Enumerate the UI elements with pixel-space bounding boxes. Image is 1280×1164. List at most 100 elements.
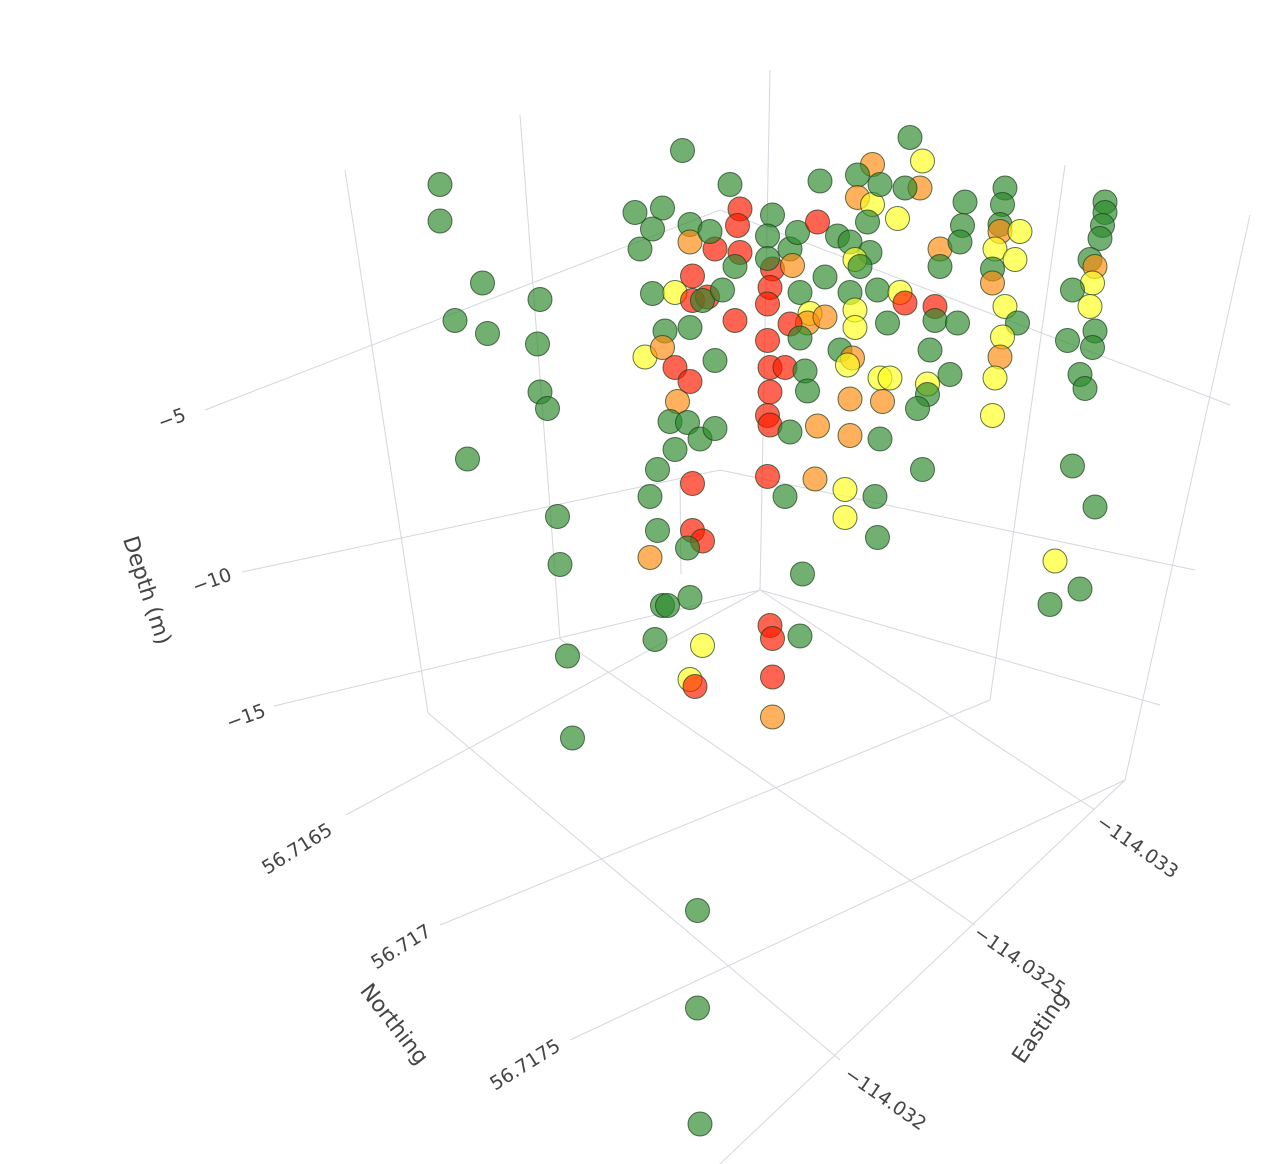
data-point[interactable] [910, 457, 935, 482]
data-point[interactable] [687, 1111, 713, 1137]
data-point[interactable] [680, 471, 705, 496]
data-point[interactable] [982, 365, 1008, 391]
data-point[interactable] [640, 281, 665, 306]
data-point[interactable] [455, 446, 480, 472]
data-point[interactable] [650, 335, 675, 360]
data-point[interactable] [802, 466, 828, 492]
data-point[interactable] [755, 328, 780, 353]
data-point[interactable] [865, 277, 890, 303]
data-point[interactable] [805, 413, 830, 439]
data-point[interactable] [637, 484, 663, 509]
data-point[interactable] [987, 344, 1013, 370]
data-point[interactable] [980, 403, 1005, 428]
data-point[interactable] [690, 288, 715, 313]
data-point[interactable] [1080, 335, 1105, 360]
data-point[interactable] [755, 223, 780, 249]
data-point[interactable] [470, 270, 495, 296]
data-point[interactable] [837, 423, 863, 448]
data-point[interactable] [690, 633, 715, 658]
data-point[interactable] [812, 304, 838, 330]
data-point[interactable] [1087, 226, 1113, 251]
data-point[interactable] [622, 200, 648, 225]
data-point[interactable] [952, 189, 978, 215]
data-point[interactable] [835, 352, 860, 378]
data-point[interactable] [892, 290, 918, 316]
data-point[interactable] [642, 627, 668, 652]
data-point[interactable] [1077, 294, 1103, 319]
data-point[interactable] [980, 270, 1005, 296]
data-point[interactable] [1007, 219, 1033, 244]
data-point[interactable] [427, 208, 453, 234]
data-point[interactable] [1037, 592, 1063, 617]
data-point[interactable] [945, 310, 970, 336]
data-point[interactable] [547, 552, 573, 577]
data-point[interactable] [845, 162, 870, 188]
data-point[interactable] [947, 229, 973, 255]
data-point[interactable] [645, 457, 670, 482]
data-point[interactable] [685, 898, 710, 923]
data-point[interactable] [560, 725, 585, 751]
data-point[interactable] [717, 172, 743, 197]
data-point[interactable] [722, 308, 748, 333]
data-point[interactable] [905, 396, 930, 421]
data-point[interactable] [807, 168, 833, 194]
data-point[interactable] [702, 348, 728, 373]
data-point[interactable] [927, 254, 953, 279]
data-point[interactable] [640, 216, 665, 242]
data-point[interactable] [442, 308, 468, 333]
data-point[interactable] [805, 209, 830, 235]
data-point[interactable] [875, 310, 900, 336]
data-point[interactable] [645, 518, 670, 543]
data-point[interactable] [832, 477, 858, 502]
data-point[interactable] [885, 206, 910, 231]
data-point[interactable] [910, 148, 935, 174]
data-point[interactable] [527, 287, 553, 312]
data-point[interactable] [780, 253, 805, 278]
data-point[interactable] [772, 484, 798, 509]
data-point[interactable] [1055, 328, 1080, 353]
data-point[interactable] [1060, 453, 1085, 479]
data-point[interactable] [812, 264, 838, 290]
data-point[interactable] [685, 995, 710, 1021]
data-point[interactable] [897, 125, 923, 150]
data-point[interactable] [682, 674, 708, 699]
data-point[interactable] [760, 664, 785, 690]
data-point[interactable] [865, 525, 890, 550]
data-point[interactable] [545, 504, 570, 529]
data-point[interactable] [837, 386, 863, 412]
data-point[interactable] [755, 246, 780, 271]
data-point[interactable] [627, 236, 653, 262]
data-point[interactable] [842, 315, 868, 340]
data-point[interactable] [795, 378, 820, 404]
data-point[interactable] [675, 535, 700, 561]
data-point[interactable] [787, 623, 813, 649]
data-point[interactable] [787, 325, 813, 351]
data-point[interactable] [555, 643, 580, 669]
data-point[interactable] [785, 220, 810, 245]
data-point[interactable] [637, 545, 663, 570]
data-point[interactable] [870, 389, 895, 414]
data-point[interactable] [867, 172, 893, 197]
data-point[interactable] [662, 437, 688, 462]
data-point[interactable] [677, 315, 703, 340]
data-point[interactable] [1067, 576, 1093, 602]
data-point[interactable] [760, 202, 785, 228]
data-point[interactable] [790, 561, 815, 587]
data-point[interactable] [1072, 376, 1098, 401]
data-point[interactable] [670, 138, 695, 163]
data-point[interactable] [427, 172, 453, 197]
data-point[interactable] [862, 484, 888, 509]
data-point[interactable] [832, 505, 858, 530]
data-point[interactable] [760, 626, 785, 651]
data-point[interactable] [677, 229, 703, 255]
data-point[interactable] [475, 321, 500, 346]
data-point[interactable] [710, 277, 735, 303]
data-point[interactable] [892, 175, 918, 201]
data-point[interactable] [855, 209, 880, 235]
data-point[interactable] [1042, 548, 1068, 574]
data-point[interactable] [725, 213, 750, 238]
data-point[interactable] [877, 365, 903, 391]
data-point[interactable] [1060, 277, 1085, 303]
data-point[interactable] [677, 585, 703, 610]
